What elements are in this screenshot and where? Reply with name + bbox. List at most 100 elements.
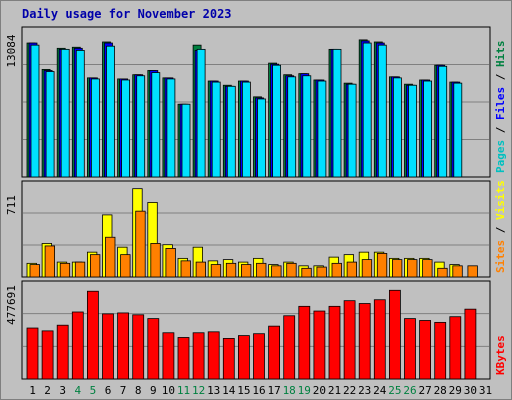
bar-kbytes-day-24 bbox=[373, 299, 386, 380]
bar-sites-day-2 bbox=[44, 245, 55, 278]
bar-pages-day-28 bbox=[438, 65, 448, 178]
bar-pages-day-2 bbox=[45, 71, 55, 178]
bar-kbytes-day-11 bbox=[177, 337, 190, 380]
day-label-2: 2 bbox=[44, 384, 51, 397]
bar-pages-day-14 bbox=[226, 85, 236, 178]
day-label-30: 30 bbox=[464, 384, 477, 397]
bar-kbytes-day-4 bbox=[71, 311, 84, 380]
day-label-23: 23 bbox=[358, 384, 371, 397]
bar-sites-day-25 bbox=[391, 259, 403, 278]
y-max-label-hits: 13084 bbox=[5, 34, 18, 67]
bar-sites-day-1 bbox=[29, 264, 40, 278]
legend-entry: Pages bbox=[494, 140, 507, 173]
bar-pages-day-4 bbox=[75, 50, 85, 178]
bar-pages-day-24 bbox=[377, 44, 387, 178]
day-label-14: 14 bbox=[222, 384, 236, 397]
bar-kbytes-day-23 bbox=[358, 303, 371, 380]
bar-pages-day-16 bbox=[257, 98, 266, 178]
day-label-25: 25 bbox=[388, 384, 401, 397]
bar-sites-day-15 bbox=[240, 264, 252, 278]
legend-entry: / bbox=[494, 67, 507, 87]
bar-sites-day-20 bbox=[316, 266, 327, 278]
bar-kbytes-day-29 bbox=[449, 316, 462, 380]
bar-sites-day-8 bbox=[135, 210, 146, 278]
day-label-11: 11 bbox=[177, 384, 190, 397]
bar-sites-day-14 bbox=[225, 262, 237, 278]
bar-kbytes-day-7 bbox=[117, 312, 129, 380]
day-label-19: 19 bbox=[298, 384, 311, 397]
bar-pages-day-21 bbox=[332, 48, 342, 178]
y-max-label-visits: 711 bbox=[5, 195, 18, 215]
bar-pages-day-5 bbox=[91, 78, 100, 178]
bar-kbytes-day-20 bbox=[313, 310, 326, 380]
bar-kbytes-day-15 bbox=[237, 335, 250, 380]
bar-kbytes-day-3 bbox=[56, 324, 69, 380]
day-label-24: 24 bbox=[373, 384, 387, 397]
bar-kbytes-day-18 bbox=[283, 315, 296, 380]
day-label-21: 21 bbox=[328, 384, 341, 397]
legend-entry: Files bbox=[494, 87, 507, 120]
day-label-8: 8 bbox=[135, 384, 142, 397]
bar-kbytes-day-8 bbox=[132, 314, 145, 380]
bar-sites-day-6 bbox=[105, 236, 116, 278]
bar-pages-day-29 bbox=[453, 82, 463, 178]
bar-pages-day-11 bbox=[181, 103, 191, 178]
day-label-1: 1 bbox=[29, 384, 36, 397]
y-max-label-kbytes: 477691 bbox=[5, 285, 18, 325]
bar-kbytes-day-10 bbox=[162, 332, 175, 380]
bar-sites-day-16 bbox=[256, 262, 267, 278]
bar-sites-day-27 bbox=[422, 259, 433, 278]
day-label-4: 4 bbox=[74, 384, 81, 397]
bar-sites-day-9 bbox=[150, 243, 161, 278]
bar-pages-day-7 bbox=[121, 79, 130, 178]
bar-kbytes-day-2 bbox=[41, 330, 54, 380]
bar-pages-day-27 bbox=[423, 80, 433, 178]
bar-pages-day-1 bbox=[30, 44, 40, 178]
bar-kbytes-day-12 bbox=[192, 332, 205, 380]
bar-sites-day-3 bbox=[59, 262, 71, 278]
legend-entry: Sites bbox=[494, 240, 507, 273]
bar-sites-day-28 bbox=[437, 267, 448, 278]
legend-entry: KBytes bbox=[494, 335, 507, 375]
bar-sites-day-11 bbox=[180, 260, 191, 278]
bar-pages-day-9 bbox=[151, 72, 161, 178]
bar-kbytes-day-21 bbox=[328, 305, 341, 380]
bar-kbytes-day-26 bbox=[404, 318, 416, 380]
bar-sites-day-12 bbox=[195, 261, 207, 278]
bar-pages-day-12 bbox=[196, 48, 206, 178]
bar-sites-day-29 bbox=[452, 265, 463, 278]
bar-sites-day-22 bbox=[346, 261, 358, 278]
day-label-6: 6 bbox=[105, 384, 112, 397]
day-label-27: 27 bbox=[418, 384, 431, 397]
day-label-18: 18 bbox=[283, 384, 296, 397]
bar-pages-day-19 bbox=[302, 75, 312, 178]
axis-legend-visits: Sites / Visits bbox=[494, 180, 507, 273]
day-label-29: 29 bbox=[449, 384, 462, 397]
bar-sites-day-5 bbox=[90, 254, 101, 278]
bar-sites-day-30 bbox=[467, 265, 478, 278]
day-label-26: 26 bbox=[403, 384, 416, 397]
bar-kbytes-day-22 bbox=[343, 300, 356, 380]
bar-pages-day-20 bbox=[317, 80, 327, 178]
bar-kbytes-day-27 bbox=[419, 320, 432, 380]
legend-entry: / bbox=[494, 220, 507, 240]
bar-pages-day-23 bbox=[362, 42, 372, 178]
bar-kbytes-day-9 bbox=[147, 318, 160, 380]
bar-kbytes-day-25 bbox=[388, 289, 401, 380]
axis-legend-kbytes: KBytes bbox=[494, 335, 507, 375]
day-label-10: 10 bbox=[162, 384, 175, 397]
bar-kbytes-day-13 bbox=[207, 331, 220, 380]
bar-sites-day-21 bbox=[331, 262, 342, 278]
day-label-31: 31 bbox=[479, 384, 492, 397]
bar-pages-day-26 bbox=[408, 84, 417, 178]
axis-legend-hits: Pages / Files / Hits bbox=[494, 41, 507, 174]
bar-pages-day-15 bbox=[241, 81, 251, 178]
bar-pages-day-17 bbox=[272, 64, 282, 178]
bar-pages-day-6 bbox=[106, 45, 115, 178]
bar-pages-day-3 bbox=[60, 48, 70, 178]
legend-entry: Visits bbox=[494, 180, 507, 220]
day-label-7: 7 bbox=[120, 384, 127, 397]
legend-entry: Hits bbox=[494, 41, 507, 68]
